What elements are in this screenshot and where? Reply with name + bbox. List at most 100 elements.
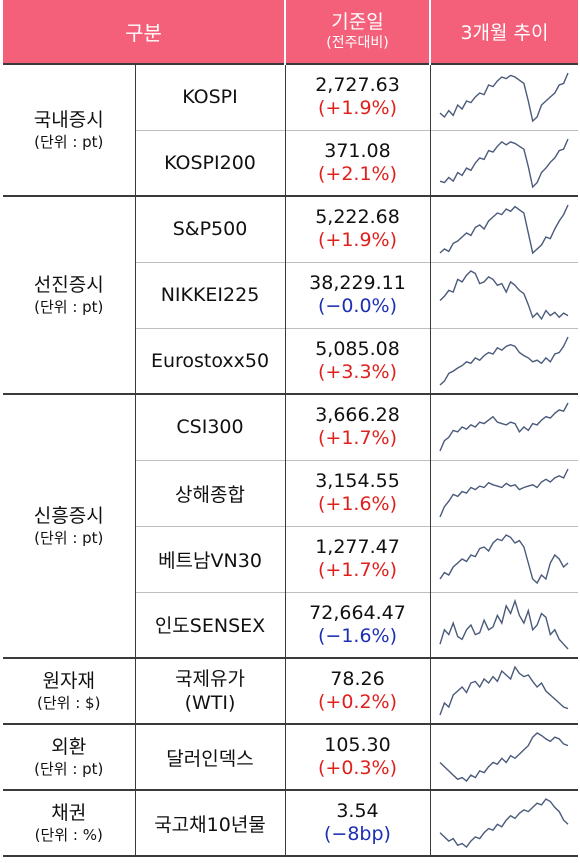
market-table: 구분 기준일 (전주대비) 3개월 추이 국내증시 (단위 : pt) KOSP… (3, 0, 578, 857)
header-base-date: 기준일 (전주대비) (284, 0, 430, 64)
header-row: 구분 기준일 (전주대비) 3개월 추이 (3, 0, 578, 64)
index-change: (+1.7%) (317, 559, 397, 581)
trend-cell (430, 195, 578, 262)
value-cell: 5,085.08 (+3.3%) (285, 327, 431, 394)
trend-line (439, 270, 569, 321)
trend-cell (430, 129, 578, 196)
index-name: 달러인덱스 (135, 723, 286, 790)
index-change: (+1.7%) (317, 427, 397, 450)
value-cell: 2,727.63 (+1.9%) (285, 63, 431, 130)
table-row: Eurostoxx50 5,085.08 (+3.3%) (3, 327, 578, 394)
trend-cell (430, 459, 578, 526)
trend-sparkline (439, 534, 569, 585)
table-row: 선진증시 (단위 : pt) S&P500 5,222.68 (+1.9%) (3, 195, 578, 394)
value-cell: 78.26 (+0.2%) (285, 657, 431, 724)
value-cell: 38,229.11 (−0.0%) (285, 261, 431, 328)
index-name: 베트남VN30 (135, 525, 286, 592)
trend-line (439, 468, 569, 518)
index-value: 1,277.47 (315, 536, 400, 558)
index-change: (+2.1%) (317, 162, 397, 185)
index-change: (−0.0%) (317, 295, 397, 317)
trend-sparkline (439, 72, 569, 123)
trend-sparkline (439, 336, 569, 386)
index-value: 3,666.28 (315, 404, 400, 427)
value-cell: 3.54 (−8bp) (285, 789, 431, 857)
group-name: 국내증시 (33, 109, 104, 131)
index-name: CSI300 (135, 393, 286, 460)
index-change: (−8bp) (324, 823, 391, 845)
table-row: 베트남VN30 1,277.47 (+1.7%) (3, 525, 578, 592)
index-change: (+1.6%) (317, 493, 397, 515)
trend-sparkline (439, 598, 569, 650)
group-cell: 외환 (단위 : pt) (3, 723, 136, 790)
trend-sparkline (439, 402, 569, 452)
group-name: 채권 (51, 802, 87, 824)
group-name: 선진증시 (33, 274, 104, 296)
table-row: 상해종합 3,154.55 (+1.6%) (3, 459, 578, 526)
trend-sparkline (439, 270, 569, 321)
index-change: (+1.9%) (317, 229, 397, 252)
table-row: 원자재 (단위 : $) 국제유가 (WTI) 78.26 (+0.2%) (3, 657, 578, 724)
trend-sparkline (439, 665, 569, 716)
group-unit: (단위 : %) (34, 826, 103, 844)
index-value: 3.54 (336, 800, 379, 822)
trend-sparkline (439, 732, 569, 782)
group-name: 신흥증시 (33, 505, 104, 527)
group-cell: 선진증시 (단위 : pt) (3, 195, 136, 394)
header-category: 구분 (3, 0, 285, 64)
value-cell: 72,664.47 (−1.6%) (285, 591, 431, 658)
group-unit: (단위 : $) (37, 694, 101, 712)
trend-line (439, 402, 569, 452)
value-cell: 105.30 (+0.3%) (285, 723, 431, 790)
trend-sparkline (439, 468, 569, 518)
table-row: 인도SENSEX 72,664.47 (−1.6%) (3, 591, 578, 658)
header-trend: 3개월 추이 (429, 0, 578, 64)
group-unit: (단위 : pt) (34, 298, 104, 316)
trend-sparkline (439, 798, 569, 848)
index-name: 국고채10년물 (135, 789, 286, 857)
value-cell: 1,277.47 (+1.7%) (285, 525, 431, 592)
trend-cell (430, 261, 578, 328)
table-row: NIKKEI225 38,229.11 (−0.0%) (3, 261, 578, 328)
trend-line (439, 336, 569, 386)
index-change: (+3.3%) (317, 360, 397, 383)
index-value: 371.08 (324, 139, 391, 162)
trend-cell (430, 657, 578, 724)
trend-cell (430, 591, 578, 658)
group-unit: (단위 : pt) (34, 529, 104, 547)
group-name: 외환 (51, 736, 87, 758)
trend-sparkline (439, 204, 569, 255)
group-cell: 국내증시 (단위 : pt) (3, 63, 136, 196)
index-change: (+1.9%) (317, 97, 397, 120)
index-value: 78.26 (330, 668, 385, 690)
table-row: 외환 (단위 : pt) 달러인덱스 105.30 (+0.3%) (3, 723, 578, 790)
trend-cell (430, 789, 578, 857)
trend-line (439, 732, 569, 782)
trend-line (439, 204, 569, 255)
header-base-date-sub: (전주대비) (326, 35, 389, 51)
trend-cell (430, 63, 578, 130)
trend-cell (430, 525, 578, 592)
index-change: (−1.6%) (317, 624, 397, 647)
group-unit: (단위 : pt) (34, 760, 104, 778)
trend-sparkline (440, 138, 569, 189)
index-name: 상해종합 (135, 459, 286, 526)
trend-line (440, 138, 569, 189)
index-value: 72,664.47 (309, 601, 406, 624)
index-value: 2,727.63 (315, 74, 400, 97)
group-cell: 채권 (단위 : %) (3, 789, 136, 857)
trend-line (439, 665, 569, 716)
trend-cell (430, 393, 578, 460)
trend-cell (430, 723, 578, 790)
index-name: NIKKEI225 (135, 261, 286, 328)
index-name: KOSPI200 (135, 129, 286, 196)
index-value: 5,085.08 (315, 337, 400, 360)
header-base-date-label: 기준일 (331, 11, 384, 33)
value-cell: 5,222.68 (+1.9%) (285, 195, 431, 262)
index-value: 3,154.55 (315, 470, 400, 492)
index-name: 국제유가 (WTI) (135, 657, 286, 724)
index-name: Eurostoxx50 (135, 327, 286, 394)
trend-cell (430, 327, 578, 394)
value-cell: 3,666.28 (+1.7%) (285, 393, 431, 460)
value-cell: 371.08 (+2.1%) (285, 129, 431, 196)
